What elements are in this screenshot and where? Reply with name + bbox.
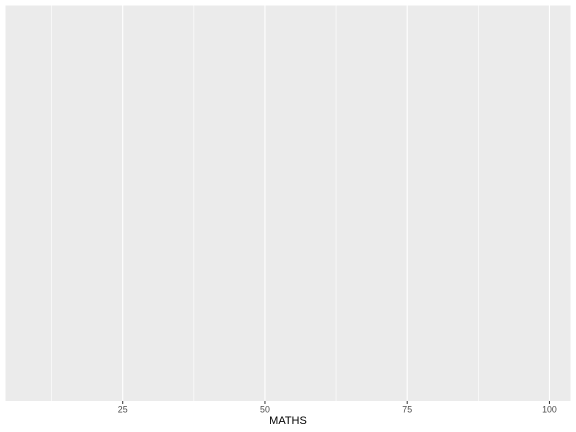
x-axis-title: MATHS <box>269 415 307 427</box>
x-tick-label: 100 <box>542 405 557 415</box>
x-tick-label: 50 <box>260 405 270 415</box>
x-tick-label: 25 <box>118 405 128 415</box>
major-gridlines <box>122 5 550 401</box>
x-axis-ticks <box>122 401 550 404</box>
minor-gridlines <box>51 5 479 401</box>
plot-panel <box>5 5 571 401</box>
x-tick-label: 75 <box>402 405 412 415</box>
x-axis-tick-labels: 25 50 75 100 <box>118 405 557 415</box>
